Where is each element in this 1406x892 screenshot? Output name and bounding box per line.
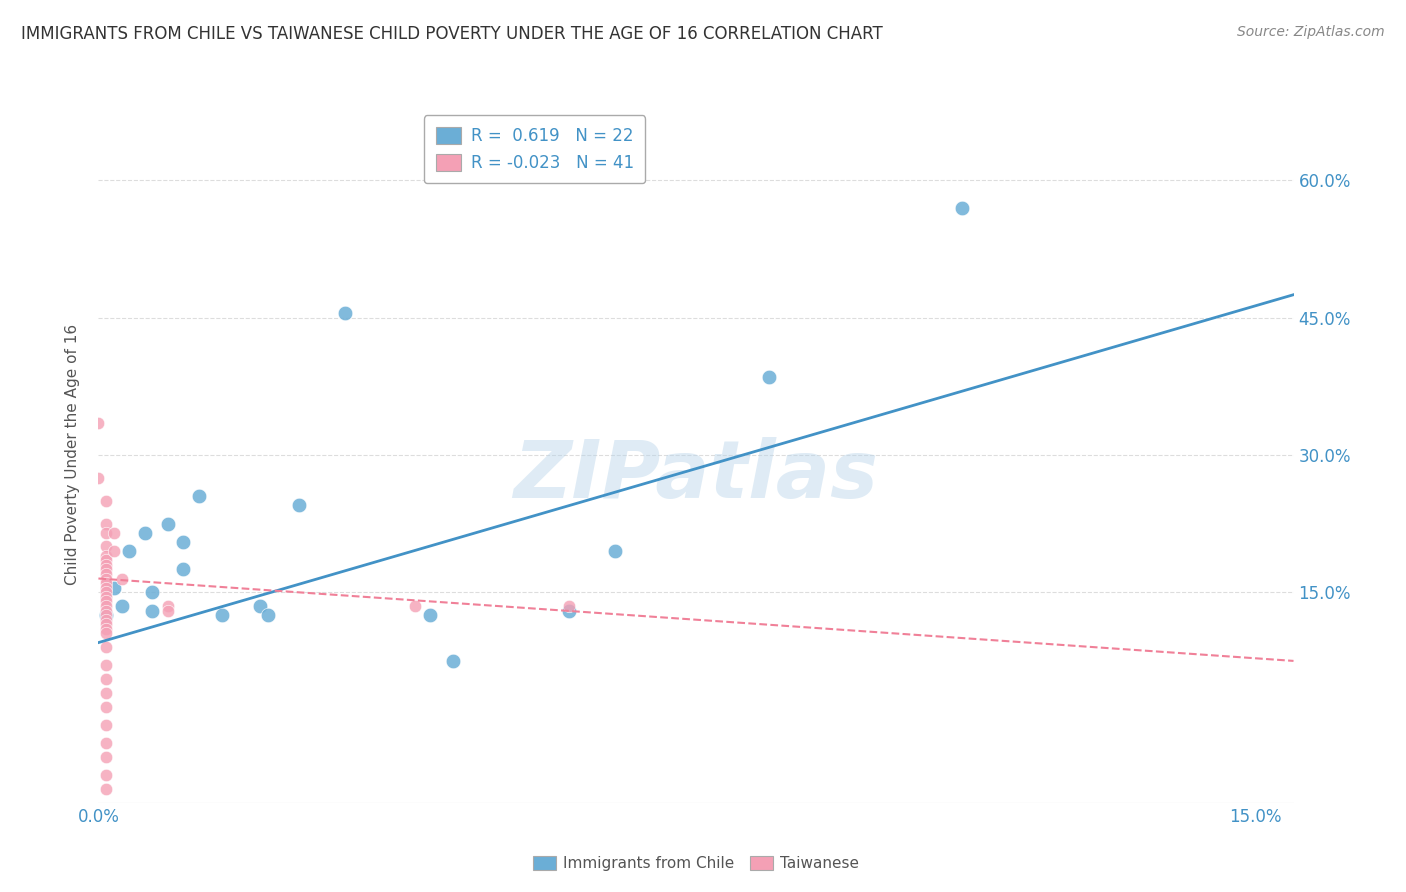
Point [87,471,110,485]
Point [94,613,117,627]
Point [404,599,426,613]
Point [94,566,117,581]
Point [94,686,117,700]
Point [94,622,117,636]
Point [94,626,117,640]
Point [603,544,626,558]
Point [94,558,117,572]
Point [94,699,117,714]
Point [94,525,117,540]
Point [94,585,117,599]
Point [950,201,973,215]
Y-axis label: Child Poverty Under the Age of 16: Child Poverty Under the Age of 16 [65,325,80,585]
Point [94,562,117,576]
Point [249,599,271,613]
Point [172,562,194,576]
Point [94,516,117,531]
Point [94,603,117,617]
Point [94,549,117,563]
Point [141,603,163,617]
Point [758,370,780,384]
Point [156,516,179,531]
Point [156,599,179,613]
Point [94,581,117,595]
Point [94,590,117,604]
Text: Source: ZipAtlas.com: Source: ZipAtlas.com [1237,25,1385,39]
Point [94,608,117,623]
Point [94,736,117,750]
Point [87,416,110,430]
Point [94,572,117,586]
Point [110,572,132,586]
Point [103,544,125,558]
Point [172,534,194,549]
Point [118,544,141,558]
Point [94,617,117,632]
Text: ZIPatlas: ZIPatlas [513,437,879,515]
Point [94,608,117,623]
Point [134,525,156,540]
Point [333,306,356,320]
Point [94,672,117,686]
Point [94,599,117,613]
Point [94,493,117,508]
Point [558,599,581,613]
Point [94,540,117,554]
Point [94,594,117,608]
Point [257,608,280,623]
Point [94,718,117,732]
Point [156,603,179,617]
Text: IMMIGRANTS FROM CHILE VS TAIWANESE CHILD POVERTY UNDER THE AGE OF 16 CORRELATION: IMMIGRANTS FROM CHILE VS TAIWANESE CHILD… [21,25,883,43]
Point [187,489,209,503]
Point [94,658,117,673]
Legend: Immigrants from Chile, Taiwanese: Immigrants from Chile, Taiwanese [524,848,868,879]
Point [94,640,117,655]
Point [558,603,581,617]
Point [110,599,132,613]
Point [103,581,125,595]
Point [288,498,311,512]
Point [441,654,464,668]
Point [211,608,233,623]
Point [94,768,117,782]
Point [141,585,163,599]
Point [94,782,117,797]
Point [419,608,441,623]
Point [103,525,125,540]
Point [94,576,117,591]
Point [94,553,117,567]
Point [94,750,117,764]
